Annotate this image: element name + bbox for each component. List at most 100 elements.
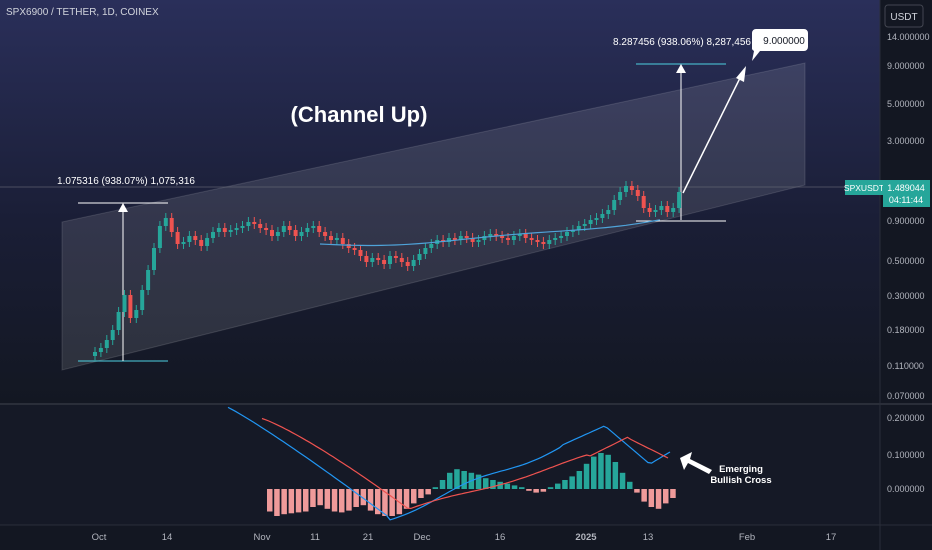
- candle-body: [370, 258, 375, 262]
- symbol-title[interactable]: SPX6900 / TETHER, 1D, COINEX: [6, 7, 159, 18]
- macd-histogram-bar: [497, 481, 503, 489]
- macd-histogram-bar: [648, 489, 655, 507]
- past-measure-label: 1.075316 (938.07%) 1,075,316: [57, 176, 195, 187]
- macd-histogram-bar: [303, 489, 309, 512]
- macd-histogram-bar: [511, 485, 518, 489]
- candle-body: [641, 196, 646, 208]
- macd-histogram-bar: [317, 489, 323, 506]
- candle-body: [169, 218, 174, 232]
- candle-body: [511, 236, 516, 240]
- macd-tick-label: 0.000000: [887, 484, 925, 494]
- price-tick-label: 0.300000: [887, 291, 925, 301]
- macd-histogram-bar: [274, 489, 280, 516]
- past-measure-tool[interactable]: [78, 202, 168, 362]
- candle-body: [629, 186, 634, 190]
- macd-histogram-bar: [569, 476, 575, 489]
- macd-histogram-bar: [403, 489, 410, 509]
- candle-body: [352, 248, 357, 250]
- macd-histogram-bar: [346, 489, 352, 511]
- candle-body: [258, 224, 263, 228]
- candle-body: [175, 232, 180, 244]
- time-tick-label: 13: [643, 532, 654, 543]
- macd-histogram-bar: [547, 487, 554, 489]
- macd-histogram-bar: [655, 489, 662, 509]
- candle-body: [128, 295, 133, 318]
- macd-histogram-bar: [670, 489, 676, 498]
- macd-histogram-bar: [504, 483, 511, 489]
- macd-line: [227, 406, 671, 521]
- target-callout[interactable]: 9.000000: [752, 29, 808, 61]
- candle-body: [417, 254, 422, 260]
- macd-histogram-bar: [310, 489, 316, 507]
- macd-histogram-bar: [641, 489, 647, 502]
- macd-histogram-bar: [353, 489, 359, 507]
- currency-button[interactable]: USDT: [884, 4, 924, 28]
- candle-body: [541, 242, 546, 244]
- candle-body: [582, 224, 587, 226]
- candle-body: [98, 348, 103, 352]
- candle-body: [275, 232, 280, 236]
- macd-histogram-bar: [411, 489, 417, 504]
- candle-body: [500, 236, 505, 238]
- macd-histogram-bar: [418, 489, 424, 498]
- candle-body: [559, 236, 564, 238]
- candle-body: [211, 232, 215, 238]
- candle-body: [411, 260, 416, 266]
- macd-histogram-bar: [447, 472, 453, 489]
- macd-histogram-bar: [634, 489, 640, 493]
- macd-histogram-bar: [619, 472, 626, 489]
- channel-up-band[interactable]: [61, 62, 806, 371]
- projection-arrow[interactable]: [682, 66, 746, 194]
- candle-body: [447, 238, 451, 242]
- candle-body: [240, 226, 245, 228]
- macd-histogram-bar: [490, 480, 496, 489]
- candle-body: [647, 208, 652, 212]
- candle-body: [222, 228, 227, 232]
- macd-axis[interactable]: 0.200000 0.100000 0.000000: [887, 413, 925, 494]
- last-price-value: 1.489044: [887, 183, 925, 193]
- macd-histogram-bar: [483, 478, 489, 489]
- macd-histogram-bar: [533, 489, 539, 493]
- macd-histogram-bar: [339, 489, 345, 513]
- candle-body: [246, 222, 251, 226]
- candle-body: [393, 256, 398, 258]
- last-price-badge: 1.489044 04:11:44: [883, 180, 930, 207]
- symbol-badge: SPXUSDT: [844, 180, 884, 195]
- time-axis[interactable]: Oct 14 Nov 11 21 Dec 16 2025 13 Feb 17: [92, 532, 837, 543]
- candle-body: [205, 238, 210, 246]
- macd-histogram-bar: [627, 481, 633, 489]
- candle-body: [594, 218, 599, 220]
- candle-body: [476, 240, 481, 242]
- candle-body: [104, 340, 109, 348]
- price-axis[interactable]: 14.000000 9.000000 5.000000 3.000000 0.90000…: [887, 32, 930, 401]
- candle-body: [293, 230, 298, 236]
- macd-histogram-bar: [461, 471, 467, 489]
- candle-countdown: 04:11:44: [889, 195, 923, 205]
- candle-body: [606, 210, 611, 214]
- candle-body: [287, 226, 292, 230]
- candle-body: [270, 230, 274, 236]
- candle-body: [553, 238, 558, 240]
- candlestick-series[interactable]: [93, 181, 682, 361]
- candle-body: [677, 192, 682, 208]
- candle-body: [346, 244, 351, 248]
- candle-body: [358, 250, 363, 256]
- candle-body: [146, 270, 151, 290]
- macd-histogram-bar: [439, 480, 446, 489]
- macd-histogram-bar: [555, 483, 561, 489]
- channel-up-label[interactable]: (Channel Up): [291, 102, 428, 127]
- macd-tick-label: 0.200000: [887, 413, 925, 423]
- candle-body: [305, 228, 310, 232]
- time-tick-label: Dec: [414, 532, 431, 543]
- macd-histogram-bar: [267, 489, 273, 512]
- time-tick-label: Oct: [92, 532, 107, 543]
- time-tick-label: 11: [310, 532, 320, 543]
- candle-body: [523, 234, 528, 238]
- macd-histogram-bar: [598, 453, 604, 489]
- candle-body: [281, 226, 286, 232]
- candle-body: [612, 200, 617, 210]
- macd-histogram-bar: [389, 489, 395, 516]
- macd-histogram-bar: [331, 489, 338, 512]
- bullish-cross-note[interactable]: Emerging Bullish Cross: [680, 452, 772, 486]
